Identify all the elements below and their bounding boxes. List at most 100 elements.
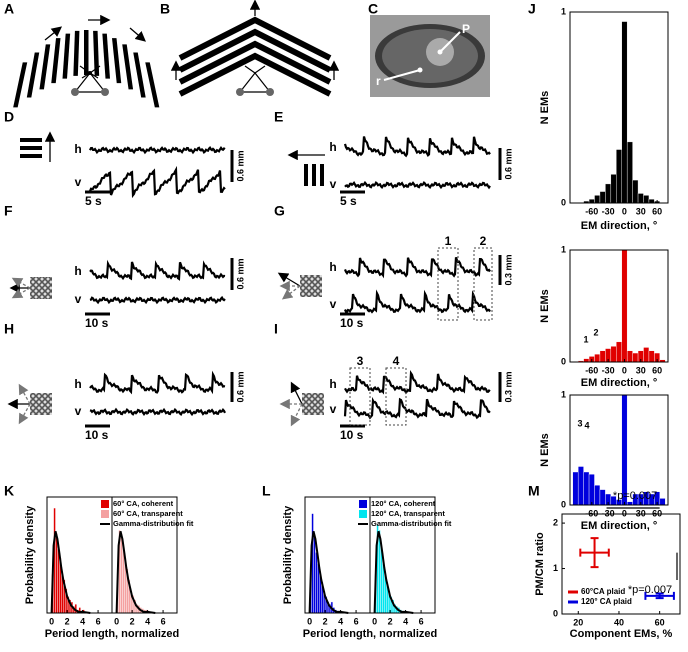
histogram-bar xyxy=(572,471,579,506)
eye-trace xyxy=(343,256,491,279)
trace-window xyxy=(437,247,459,321)
y-tick-label: 1 xyxy=(561,244,566,254)
x-axis-label: EM direction, ° xyxy=(581,220,658,232)
x-tick-label: 60 xyxy=(652,365,662,375)
annotation: 3 xyxy=(577,418,582,428)
x-tick-label: 4 xyxy=(145,616,150,626)
histogram-bar xyxy=(599,191,606,204)
histogram-bar xyxy=(599,489,606,506)
stimulus-icon-e xyxy=(287,149,325,186)
x-tick-label: -30 xyxy=(602,508,615,518)
window-label: 4 xyxy=(393,354,400,368)
x-tick-label: -30 xyxy=(602,365,615,375)
eye-trace xyxy=(89,259,226,281)
eye-trace xyxy=(89,295,226,305)
legend-label: Gamma-distribution fit xyxy=(371,519,452,528)
stripe xyxy=(13,62,28,108)
eye-trace xyxy=(344,369,491,395)
trace-window xyxy=(473,247,493,321)
legend-swatch xyxy=(101,500,109,508)
axes-frame xyxy=(569,11,669,204)
panel-label: F xyxy=(4,203,13,219)
histogram-bar xyxy=(643,195,650,204)
y-error-bar xyxy=(590,537,599,569)
histogram-bar xyxy=(594,195,601,204)
stripe xyxy=(112,38,122,84)
stripe xyxy=(133,52,146,98)
y-axis-label: N EMs xyxy=(539,91,551,125)
x-tick-label: 30 xyxy=(636,365,646,375)
eye-trace xyxy=(343,396,491,420)
histogram-bar xyxy=(599,350,606,363)
y-axis-label: N EMs xyxy=(539,433,551,467)
x-tick-label: 2 xyxy=(65,616,70,626)
histogram-bar xyxy=(621,249,628,363)
histogram-bar xyxy=(616,149,622,204)
eye-trace xyxy=(88,165,226,199)
legend-swatch xyxy=(101,510,109,518)
x-tick-label: 4 xyxy=(80,616,85,626)
x-tick-label: 0 xyxy=(307,616,312,626)
scale-label: 0.6 mm xyxy=(503,148,513,179)
y-tick-label: 1 xyxy=(561,6,566,16)
y-error-bar xyxy=(655,592,664,600)
histogram-bar xyxy=(621,21,628,204)
x-tick-label: 6 xyxy=(354,616,359,626)
stripe xyxy=(73,30,80,76)
axes-frame xyxy=(369,496,436,614)
histogram-bar xyxy=(626,350,633,363)
pupil-label: P xyxy=(462,22,470,36)
histogram-bar xyxy=(313,535,316,614)
x-axis-label: EM direction, ° xyxy=(581,520,658,532)
stripe xyxy=(102,33,110,79)
x-tick-label: -30 xyxy=(602,206,615,216)
x-tick-label: 6 xyxy=(161,616,166,626)
y-tick-label: 1 xyxy=(553,563,558,573)
window-label: 2 xyxy=(480,234,487,248)
legend-label: 120° CA, transparent xyxy=(371,509,445,518)
reflection-label: r xyxy=(376,74,381,88)
stripe xyxy=(39,44,51,90)
x-axis-label: EM direction, ° xyxy=(581,377,658,389)
trace-label: v xyxy=(75,292,82,306)
x-axis-label: Period length, normalized xyxy=(303,628,437,640)
panel-label: D xyxy=(4,109,14,125)
trace-label: h xyxy=(74,142,81,156)
x-tick-label: -60 xyxy=(585,508,598,518)
window-label: 1 xyxy=(445,234,452,248)
stripe xyxy=(122,44,134,90)
fit-curve xyxy=(115,530,156,614)
trace-label: h xyxy=(329,140,336,154)
stimulus-b xyxy=(170,0,340,97)
legend-label: 120° CA, coherent xyxy=(371,499,436,508)
histogram-bar xyxy=(632,352,639,363)
x-axis-label: Component EMs, % xyxy=(570,628,673,640)
scale-label: 10 s xyxy=(85,428,109,442)
legend-swatch xyxy=(359,510,367,518)
panel-label: K xyxy=(4,483,14,499)
eye-trace xyxy=(343,136,491,158)
panel-label: E xyxy=(274,109,283,125)
x-tick-label: 2 xyxy=(130,616,135,626)
panel-label: G xyxy=(274,203,285,219)
stripe xyxy=(93,30,100,76)
histogram-bar xyxy=(120,533,123,614)
scale-label: 0.6 mm xyxy=(235,150,245,181)
x-tick-label: 40 xyxy=(614,617,624,627)
x-tick-label: 30 xyxy=(636,508,646,518)
stimulus-icon-g xyxy=(277,272,322,300)
y-axis-label: Probability density xyxy=(282,505,294,604)
trace-label: v xyxy=(75,404,82,418)
stimulus-icon-i xyxy=(279,381,324,427)
trace-label: h xyxy=(74,264,81,278)
legend-label: 60°CA plaid xyxy=(581,587,625,596)
histogram-bar xyxy=(610,174,617,204)
x-tick-label: 6 xyxy=(96,616,101,626)
histogram-bar xyxy=(315,552,318,614)
legend-label: 120° CA plaid xyxy=(581,597,632,606)
histogram-bar xyxy=(583,471,590,506)
stimulus-icon-h xyxy=(7,383,52,425)
eye-trace xyxy=(89,145,226,155)
x-tick-label: -60 xyxy=(585,206,598,216)
